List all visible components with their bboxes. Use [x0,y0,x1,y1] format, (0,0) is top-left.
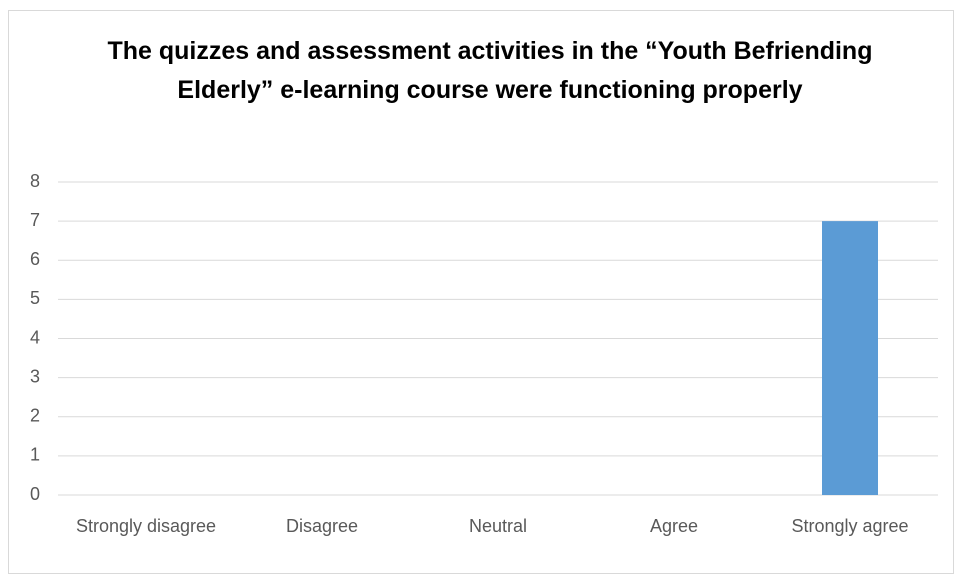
y-tick-label: 0 [30,484,40,504]
chart-frame [8,10,954,574]
chart-title: The quizzes and assessment activities in… [107,37,873,104]
y-tick-label: 3 [30,366,40,386]
x-tick-label: Strongly agree [791,516,908,536]
x-tick-label: Neutral [469,516,527,536]
y-tick-label: 8 [30,171,40,191]
x-tick-label: Strongly disagree [76,516,216,536]
bar [822,221,878,495]
y-tick-label: 2 [30,406,40,426]
y-tick-label: 7 [30,210,40,230]
y-tick-label: 5 [30,288,40,308]
y-tick-label: 4 [30,327,40,347]
x-tick-label: Disagree [286,516,358,536]
y-tick-label: 6 [30,249,40,269]
x-tick-label: Agree [650,516,698,536]
y-tick-label: 1 [30,445,40,465]
